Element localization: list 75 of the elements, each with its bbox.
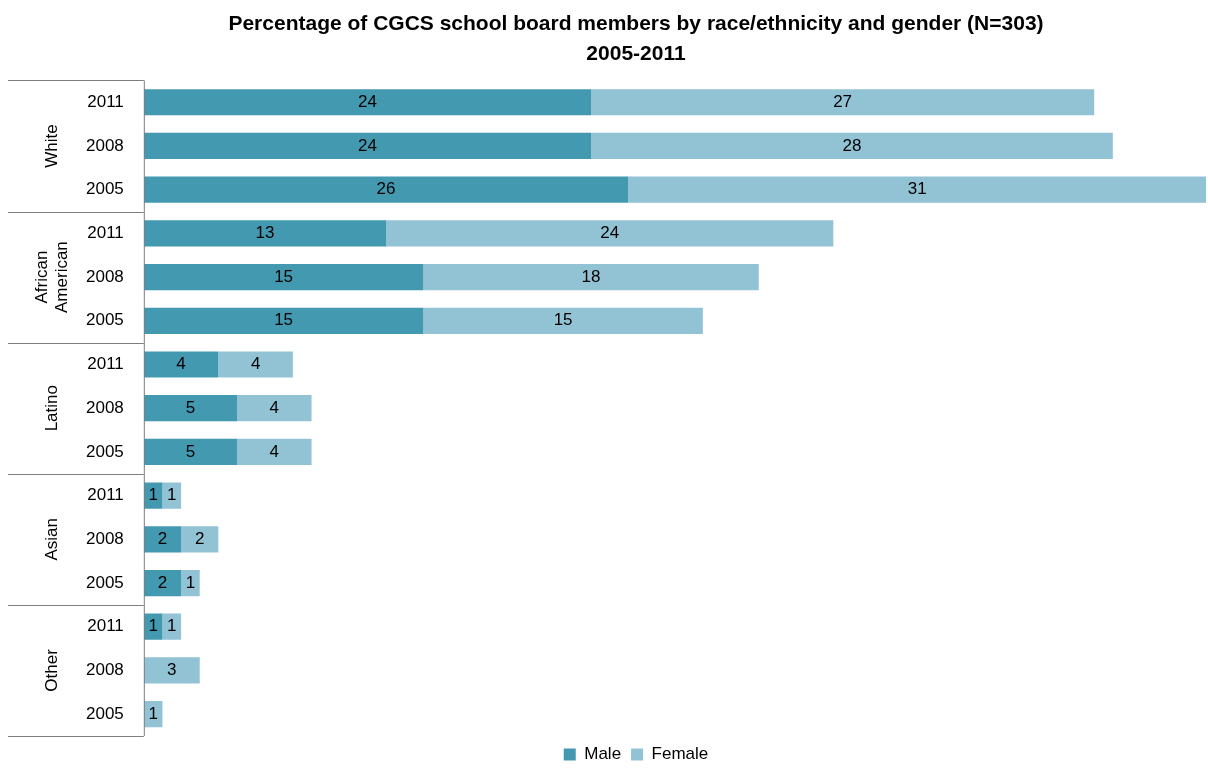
y-tick-label: 2011 [87, 223, 124, 243]
data-label: 1 [148, 485, 158, 505]
bar [423, 263, 759, 291]
y-tick-label: 2008 [85, 529, 124, 549]
bar [236, 438, 312, 466]
data-label: 15 [274, 266, 294, 286]
y-tick-label: 2011 [87, 91, 124, 111]
data-label: 5 [185, 441, 196, 461]
data-label: 15 [274, 310, 294, 330]
bar [143, 176, 629, 203]
bar [143, 395, 237, 422]
y-tick-label: 2008 [85, 397, 124, 417]
y-tick-label: 2005 [85, 703, 124, 723]
data-label: 24 [357, 91, 377, 111]
legend-label: Male [584, 744, 622, 764]
bar [143, 263, 424, 291]
y-tick-label: 2008 [85, 660, 124, 680]
data-label: 15 [553, 310, 573, 330]
text: African American [31, 241, 71, 313]
bar [423, 307, 703, 334]
bar [143, 132, 592, 160]
text: Latino [41, 385, 61, 432]
data-label: 5 [185, 397, 196, 417]
bar [162, 613, 182, 640]
data-label: 31 [907, 179, 927, 199]
bar [162, 482, 182, 509]
y-tick-label: 2011 [87, 354, 124, 374]
bar [143, 657, 200, 684]
y-tick-label: 2011 [87, 485, 124, 505]
data-label: 2 [157, 529, 168, 549]
data-label: 4 [250, 354, 261, 374]
y-tick-label: 2005 [85, 179, 124, 199]
bar [143, 89, 592, 116]
data-label: 24 [357, 135, 377, 155]
bar [386, 220, 834, 247]
bar [143, 438, 237, 466]
bar [218, 351, 293, 378]
bar [591, 132, 1113, 160]
data-label: 28 [842, 135, 862, 155]
data-label: 1 [167, 485, 177, 505]
y-tick-label: 2005 [85, 572, 124, 592]
data-label: 26 [376, 179, 396, 199]
data-label: 4 [269, 441, 279, 461]
bar [143, 307, 424, 334]
data-label: 4 [176, 354, 186, 374]
bar [181, 526, 219, 553]
y-tick-label: 2008 [85, 266, 124, 286]
data-label: 27 [833, 91, 853, 111]
bar [236, 395, 312, 422]
text: White [41, 124, 61, 168]
chart-subtitle: 2005-2011 [586, 40, 686, 64]
bar [591, 89, 1095, 116]
bar [143, 220, 387, 247]
data-label: 2 [157, 572, 168, 592]
data-label: 1 [167, 616, 177, 636]
data-label: 18 [581, 266, 601, 286]
bar [143, 351, 219, 378]
bar [628, 176, 1206, 203]
text: Other [41, 648, 61, 692]
data-label: 24 [600, 223, 620, 243]
y-tick-label: 2011 [87, 616, 124, 636]
data-label: 4 [269, 397, 279, 417]
data-label: 1 [148, 703, 158, 723]
data-label: 1 [148, 616, 158, 636]
data-label: 1 [185, 572, 196, 592]
data-label: 13 [255, 223, 275, 243]
legend-label: Female [651, 744, 709, 764]
data-label: 3 [167, 660, 177, 680]
data-label: 2 [194, 529, 205, 549]
text: Asian [41, 518, 61, 561]
bar [181, 569, 200, 597]
y-tick-label: 2005 [85, 441, 124, 461]
y-tick-label: 2008 [85, 135, 124, 155]
chart-title: Percentage of CGCS school board members by race/ethnicity and gender (N=303) [228, 11, 1044, 35]
y-tick-label: 2005 [85, 310, 124, 330]
